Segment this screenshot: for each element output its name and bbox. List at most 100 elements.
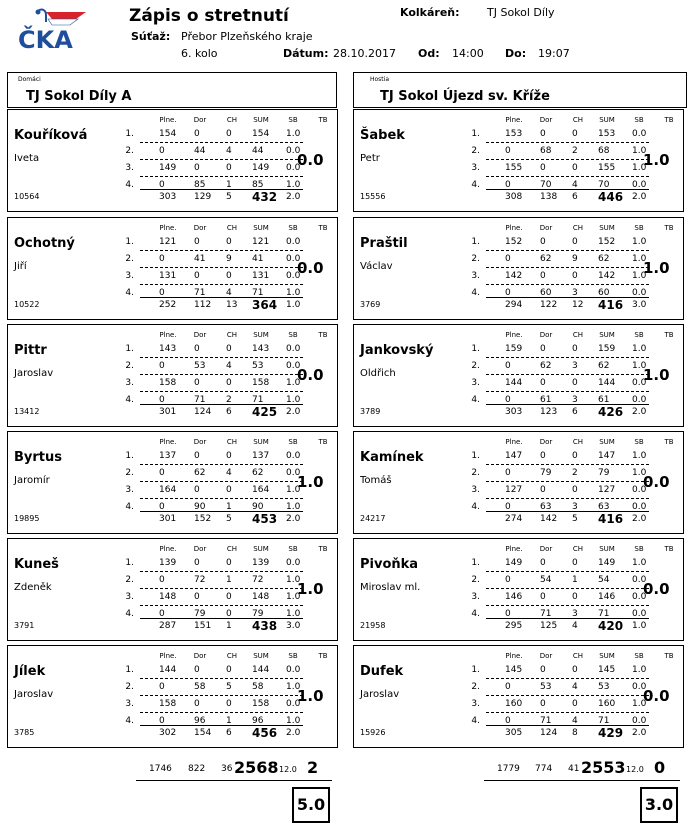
- player-first-name: Iveta: [14, 153, 40, 164]
- round-3-sum: 158: [252, 378, 270, 388]
- column-header: CH: [226, 438, 238, 446]
- player-surname: Kuneš: [14, 557, 59, 572]
- column-header: SUM: [253, 438, 269, 446]
- player-total-plne: 287: [159, 621, 177, 631]
- row-separator: [140, 695, 303, 696]
- round-2-plne: 0: [159, 468, 165, 478]
- player-registration: 15926: [360, 728, 386, 737]
- round-2-dor: 58: [194, 682, 206, 692]
- round-number: 2.: [471, 682, 480, 692]
- away-player-box: Plne. Dor CH SUM SB TB Šabek Petr 15556 1.0 1. 153 0…: [353, 109, 684, 212]
- round-1-plne: 153: [505, 129, 523, 139]
- column-header: Plne.: [159, 545, 177, 553]
- round-1-ch: 0: [226, 558, 232, 568]
- player-surname: Šabek: [360, 128, 405, 143]
- column-header: CH: [226, 331, 238, 339]
- round-number: 4.: [471, 502, 480, 512]
- row-separator: [140, 588, 303, 589]
- player-total-ch: 4: [572, 621, 578, 631]
- round-4-plne: 0: [505, 502, 511, 512]
- round-3-sum: 164: [252, 485, 270, 495]
- column-header: CH: [572, 224, 584, 232]
- round-4-dor: 70: [540, 180, 552, 190]
- column-header: SB: [634, 438, 644, 446]
- round-3-sum: 131: [252, 271, 270, 281]
- round-4-plne: 0: [159, 288, 165, 298]
- column-header: TB: [664, 438, 674, 446]
- round-4-sum: 85: [252, 180, 264, 190]
- round-number: 2.: [125, 682, 134, 692]
- round-1-ch: 0: [572, 237, 578, 247]
- column-header: Plne.: [505, 224, 523, 232]
- column-header: SB: [288, 331, 298, 339]
- player-total-dor: 138: [540, 192, 558, 202]
- row-separator: [486, 142, 649, 143]
- round-2-sum: 53: [598, 682, 610, 692]
- round-2-ch: 4: [226, 146, 232, 156]
- column-header: Plne.: [159, 116, 177, 124]
- column-header: SB: [634, 116, 644, 124]
- home-player-box: Plne. Dor CH SUM SB TB Byrtus Jaromír 19895 1.0 1.…: [7, 431, 338, 534]
- round-3-plne: 155: [505, 163, 523, 173]
- player-total-ch: 6: [572, 407, 578, 417]
- player-total-ch: 12: [572, 300, 584, 310]
- round-4-sum: 61: [598, 395, 610, 405]
- player-registration: 3791: [14, 621, 35, 630]
- round-2-sb: 0.0: [286, 254, 301, 264]
- round-3-dor: 0: [194, 163, 200, 173]
- round-number: 3.: [471, 699, 480, 709]
- player-result: 0.0: [643, 580, 670, 598]
- datum-label: Dátum:: [283, 47, 329, 60]
- round-3-ch: 0: [226, 163, 232, 173]
- player-first-name: Petr: [360, 153, 380, 164]
- player-total-sum: 438: [252, 619, 278, 633]
- round-2-ch: 9: [572, 254, 578, 264]
- round-3-sum: 160: [598, 699, 616, 709]
- column-header: Dor: [193, 438, 207, 446]
- round-3-sb: 0.0: [632, 485, 647, 495]
- column-header: CH: [226, 652, 238, 660]
- round-3-dor: 0: [540, 592, 546, 602]
- round-1-sum: 144: [252, 665, 270, 675]
- player-total-sum: 364: [252, 298, 278, 312]
- round-2-dor: 68: [540, 146, 552, 156]
- home-player-box: Plne. Dor CH SUM SB TB Jílek Jaroslav 3785 1.0 1. 1…: [7, 645, 338, 748]
- player-total-plne: 305: [505, 728, 523, 738]
- round-number: 4.: [471, 609, 480, 619]
- round-1-dor: 0: [194, 558, 200, 568]
- round-3-dor: 0: [194, 271, 200, 281]
- round-number: 1.: [471, 665, 480, 675]
- round-2-plne: 0: [159, 361, 165, 371]
- round-2-ch: 1: [572, 575, 578, 585]
- round-number: 2.: [471, 254, 480, 264]
- round-1-dor: 0: [194, 344, 200, 354]
- player-total-sb: 1.0: [632, 621, 647, 631]
- column-header: SUM: [599, 652, 615, 660]
- player-registration: 3769: [360, 300, 381, 309]
- player-total-sum: 426: [598, 405, 624, 419]
- round-number: 1.: [125, 237, 134, 247]
- total-separator: [486, 297, 649, 298]
- player-result: 1.0: [297, 473, 324, 491]
- round-number: 3.: [471, 163, 480, 173]
- round-2-dor: 53: [540, 682, 552, 692]
- player-total-dor: 151: [194, 621, 212, 631]
- round-3-sb: 0.0: [286, 163, 301, 173]
- total-separator: [486, 189, 649, 190]
- column-header: SUM: [599, 545, 615, 553]
- round-4-sum: 71: [598, 716, 610, 726]
- round-4-sb: 0.0: [632, 395, 647, 405]
- round-number: 4.: [471, 395, 480, 405]
- column-header: SUM: [599, 438, 615, 446]
- player-result: 0.0: [297, 366, 324, 384]
- round-4-ch: 3: [572, 502, 578, 512]
- column-header: Plne.: [159, 438, 177, 446]
- datum-value: 28.10.2017: [333, 47, 396, 60]
- round-1-plne: 147: [505, 451, 523, 461]
- round-1-ch: 0: [572, 558, 578, 568]
- player-total-dor: 154: [194, 728, 212, 738]
- round-4-sb: 1.0: [286, 395, 301, 405]
- round-number: 4.: [471, 716, 480, 726]
- round-4-sum: 79: [252, 609, 264, 619]
- column-header: SUM: [253, 224, 269, 232]
